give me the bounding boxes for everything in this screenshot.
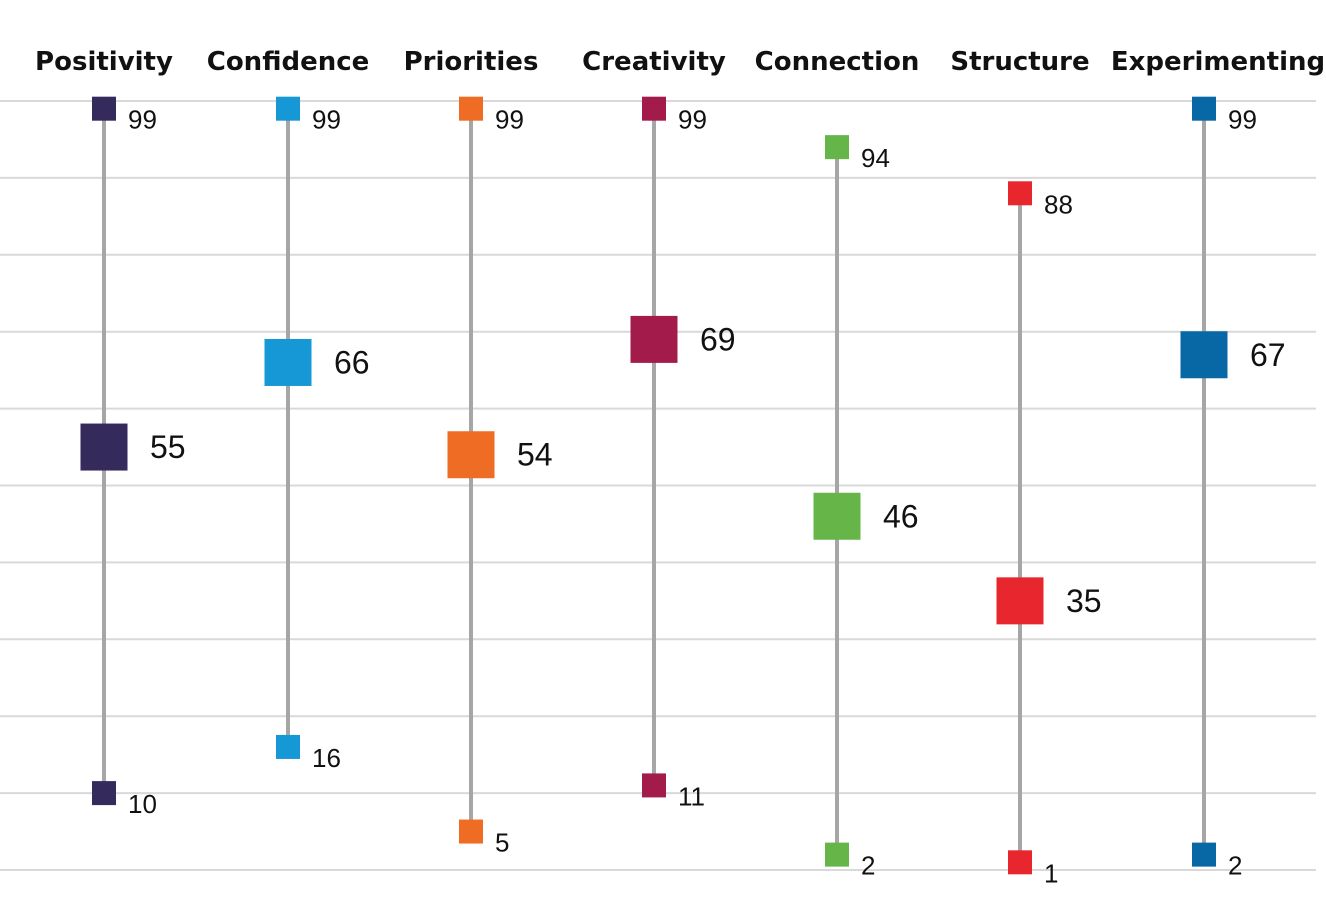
value-label-high: 88 xyxy=(1044,189,1073,219)
category-label: Structure xyxy=(950,47,1089,77)
marker-low xyxy=(1008,850,1032,875)
value-label-low: 11 xyxy=(678,781,705,811)
marker-mid xyxy=(996,577,1044,625)
marker-high xyxy=(459,96,483,121)
value-label-mid: 67 xyxy=(1250,337,1286,373)
marker-high xyxy=(825,135,849,160)
value-label-high: 99 xyxy=(312,105,341,135)
marker-low xyxy=(276,734,300,759)
category-label: Positivity xyxy=(35,47,173,77)
category-label: Experimenting xyxy=(1111,47,1325,77)
marker-mid xyxy=(447,431,495,479)
value-label-mid: 69 xyxy=(700,321,736,357)
category-label: Priorities xyxy=(404,47,539,77)
marker-high xyxy=(642,96,666,121)
marker-high xyxy=(1192,96,1216,121)
value-label-mid: 66 xyxy=(334,344,370,380)
value-labels: 99 10 55 99 16 66 99 5 54 99 11 69 94 2 46 88 1 35 99 2 67 xyxy=(128,105,1286,889)
value-label-low: 10 xyxy=(128,789,157,819)
value-label-low: 16 xyxy=(312,743,341,773)
marker-low xyxy=(825,842,849,867)
value-label-mid: 54 xyxy=(517,437,553,473)
value-markers xyxy=(80,96,1228,875)
marker-low xyxy=(92,781,116,806)
value-label-low: 5 xyxy=(495,828,509,858)
marker-low xyxy=(459,819,483,844)
category-labels: Positivity Confidence Priorities Creativity… xyxy=(35,47,1325,77)
value-label-high: 99 xyxy=(128,105,157,135)
gridlines xyxy=(0,100,1316,871)
marker-mid xyxy=(1180,331,1228,379)
marker-high xyxy=(1008,181,1032,206)
value-label-high: 99 xyxy=(678,105,707,135)
value-label-low: 1 xyxy=(1044,858,1058,888)
value-label-high: 94 xyxy=(861,143,890,173)
marker-mid xyxy=(80,423,128,471)
marker-mid xyxy=(813,492,861,540)
marker-mid xyxy=(264,338,312,386)
marker-mid xyxy=(630,315,678,363)
marker-high xyxy=(92,96,116,121)
marker-low xyxy=(1192,842,1216,867)
marker-high xyxy=(276,96,300,121)
value-label-high: 99 xyxy=(1228,105,1257,135)
value-label-mid: 46 xyxy=(883,498,919,534)
category-label: Connection xyxy=(755,47,920,77)
category-label: Creativity xyxy=(582,47,726,77)
value-label-mid: 35 xyxy=(1066,583,1102,619)
value-label-high: 99 xyxy=(495,105,524,135)
value-label-low: 2 xyxy=(861,851,875,881)
category-label: Confidence xyxy=(207,47,370,77)
marker-low xyxy=(642,773,666,798)
value-label-mid: 55 xyxy=(150,429,186,465)
value-label-low: 2 xyxy=(1228,851,1242,881)
